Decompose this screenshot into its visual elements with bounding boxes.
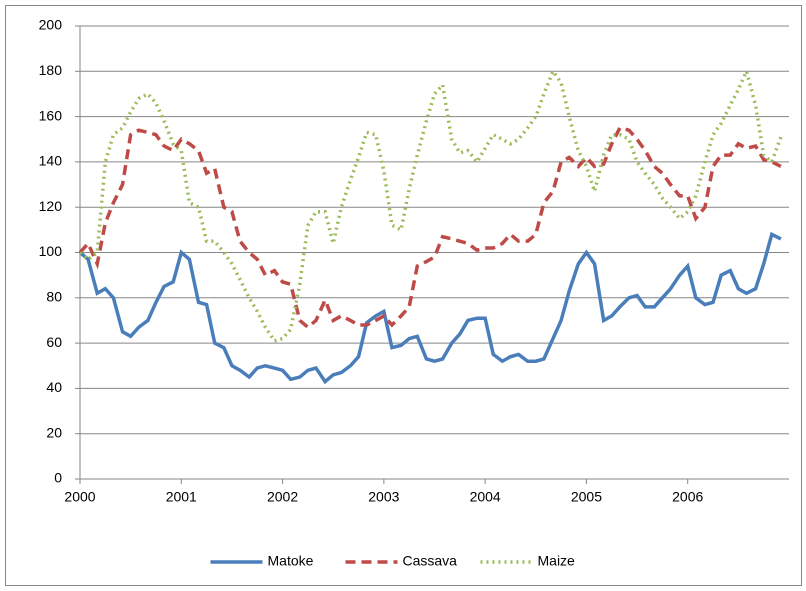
- y-tick-label: 140: [39, 153, 63, 169]
- y-tick-label: 80: [46, 289, 62, 305]
- series-line: [78, 231, 782, 385]
- y-tick-label: 0: [54, 470, 62, 486]
- y-tick-label: 40: [46, 379, 62, 395]
- x-tick-label: 2006: [672, 489, 703, 505]
- x-tick-label: 2002: [267, 489, 298, 505]
- chart-frame: [5, 5, 802, 586]
- y-tick-label: 160: [39, 107, 63, 123]
- y-tick-label: 120: [39, 198, 63, 214]
- y-tick-label: 100: [39, 243, 63, 259]
- series-line: [78, 66, 783, 343]
- legend-label: Matoke: [268, 553, 314, 569]
- x-tick-label: 2003: [368, 489, 399, 505]
- y-tick-label: 180: [39, 62, 63, 78]
- legend-label: Maize: [538, 553, 576, 569]
- series-line: [78, 125, 782, 330]
- legend-label: Cassava: [403, 553, 458, 569]
- y-tick-label: 200: [39, 17, 63, 33]
- x-tick-label: 2001: [166, 489, 197, 505]
- x-tick-label: 2005: [571, 489, 602, 505]
- y-tick-label: 20: [46, 424, 62, 440]
- y-tick-label: 60: [46, 334, 62, 350]
- x-tick-label: 2000: [64, 489, 95, 505]
- x-tick-label: 2004: [470, 489, 501, 505]
